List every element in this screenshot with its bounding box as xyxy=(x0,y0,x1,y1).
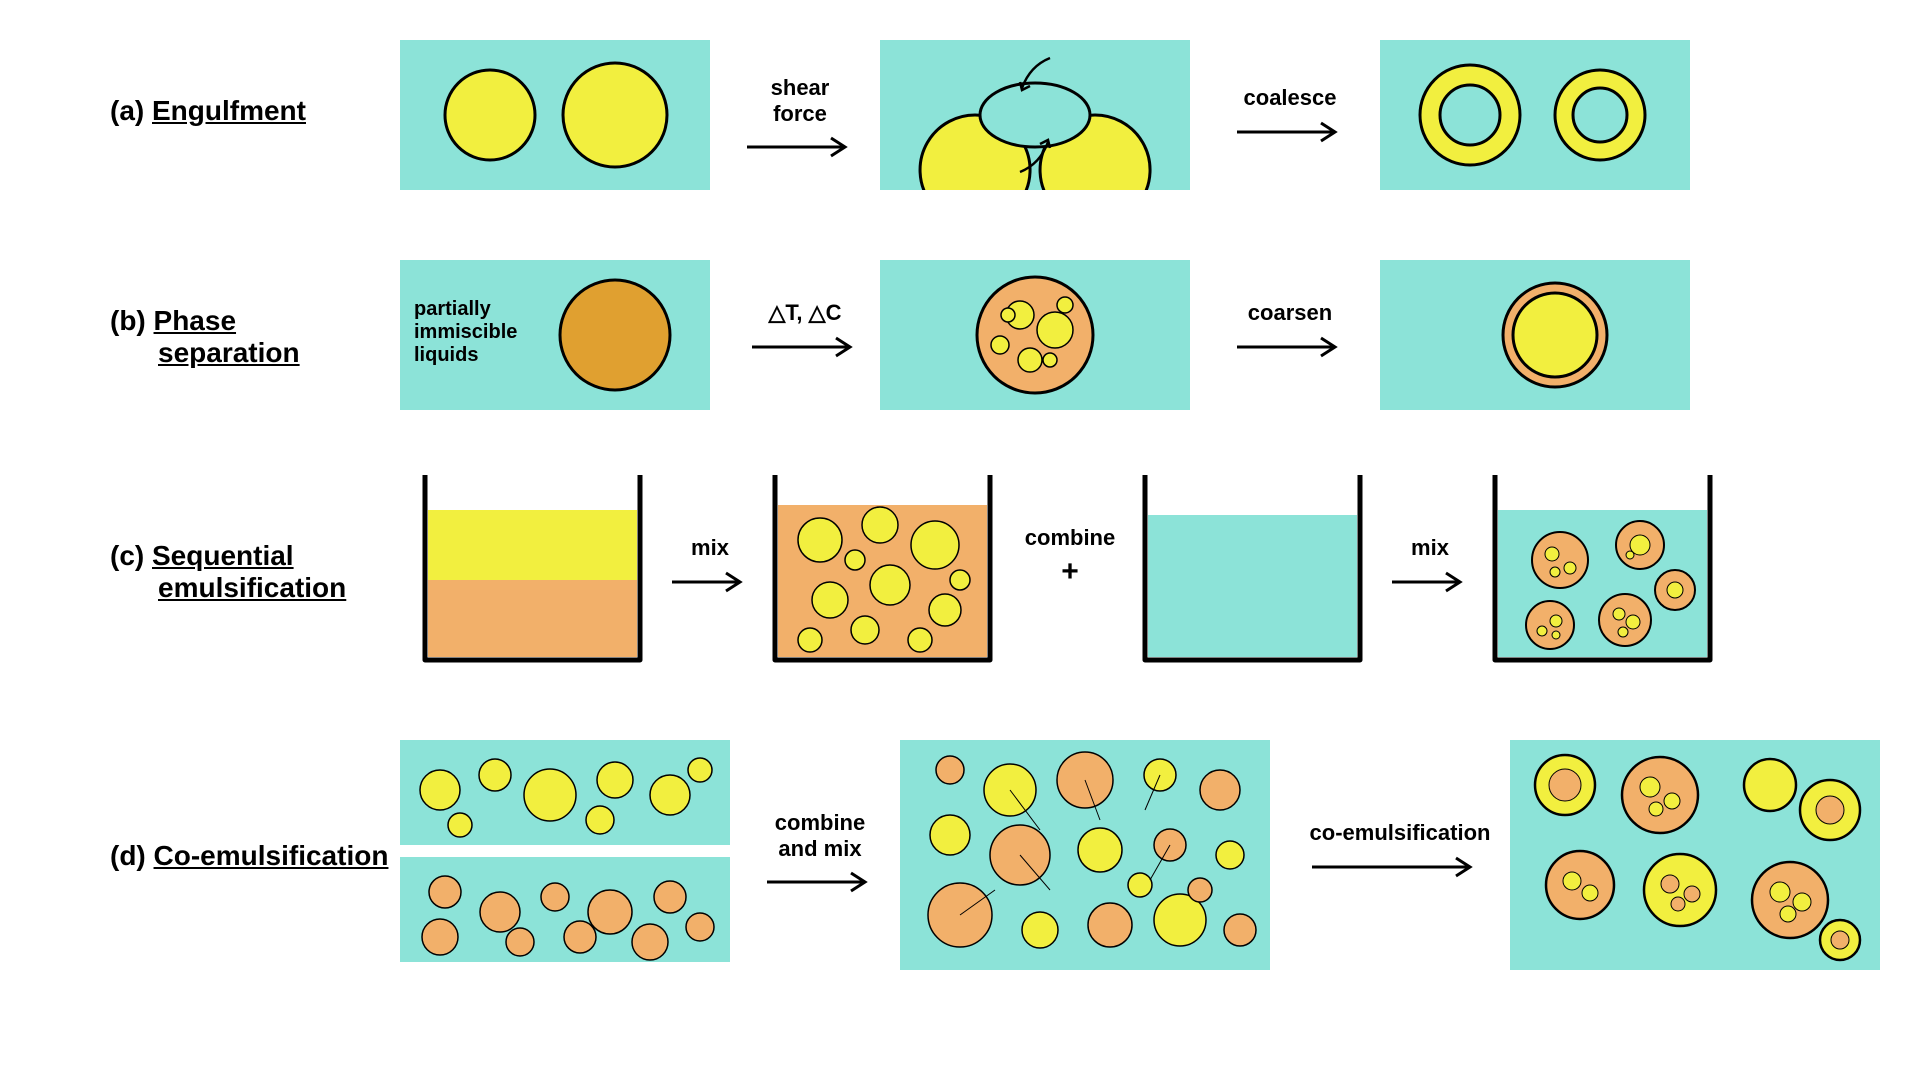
b-arrow2-label: coarsen xyxy=(1225,300,1355,326)
d-panel-2 xyxy=(900,740,1270,970)
d-arrow1 xyxy=(765,870,885,894)
d-panel-1b xyxy=(400,857,730,962)
a-arrow1-label: shearforce xyxy=(745,75,855,127)
row-prefix: (b) xyxy=(110,305,154,336)
row-label: (c) Sequentialemulsification xyxy=(110,540,346,604)
a-panel-1 xyxy=(400,40,710,190)
d-panel-3 xyxy=(1510,740,1880,970)
b-arrow1-label: △T, △C xyxy=(745,300,865,326)
a-panel-3 xyxy=(1380,40,1690,190)
b-arrow1 xyxy=(750,335,870,359)
c-arrow2-label: mix xyxy=(1390,535,1470,561)
c-arrow2 xyxy=(1390,570,1480,594)
c-beaker-1 xyxy=(420,470,650,670)
d-arrow2-label: co-emulsification xyxy=(1290,820,1510,846)
d-arrow2 xyxy=(1310,855,1490,879)
c-combine-label: combine xyxy=(1010,525,1130,551)
row-prefix: (d) xyxy=(110,840,154,871)
a-arrow2-label: coalesce xyxy=(1225,85,1355,111)
a-panel-2 xyxy=(880,40,1190,190)
a-arrow1 xyxy=(745,135,865,159)
row-title-2: separation xyxy=(158,337,300,369)
b-note: partiallyimmiscibleliquids xyxy=(414,298,524,367)
a-arrow2 xyxy=(1235,120,1355,144)
row-prefix: (a) xyxy=(110,95,152,126)
d-arrow1-label: combineand mix xyxy=(755,810,885,862)
c-beaker-4 xyxy=(1490,470,1720,670)
row-label: (b) Phaseseparation xyxy=(110,305,300,369)
row-title: Engulfment xyxy=(152,95,306,126)
c-beaker-3 xyxy=(1140,470,1370,670)
row-label: (d) Co-emulsification xyxy=(110,840,388,872)
row-title-2: emulsification xyxy=(158,572,346,604)
b-panel-3 xyxy=(1380,260,1690,410)
b-panel-2 xyxy=(880,260,1190,410)
row-title: Co-emulsification xyxy=(154,840,389,871)
c-arrow1-label: mix xyxy=(670,535,750,561)
b-arrow2 xyxy=(1235,335,1355,359)
row-title: Sequential xyxy=(152,540,294,571)
row-label: (a) Engulfment xyxy=(110,95,306,127)
c-plus-label: + xyxy=(1050,555,1090,589)
row-prefix: (c) xyxy=(110,540,152,571)
c-arrow1 xyxy=(670,570,760,594)
c-beaker-2 xyxy=(770,470,1000,670)
d-panel-1a xyxy=(400,740,730,845)
row-title: Phase xyxy=(154,305,237,336)
